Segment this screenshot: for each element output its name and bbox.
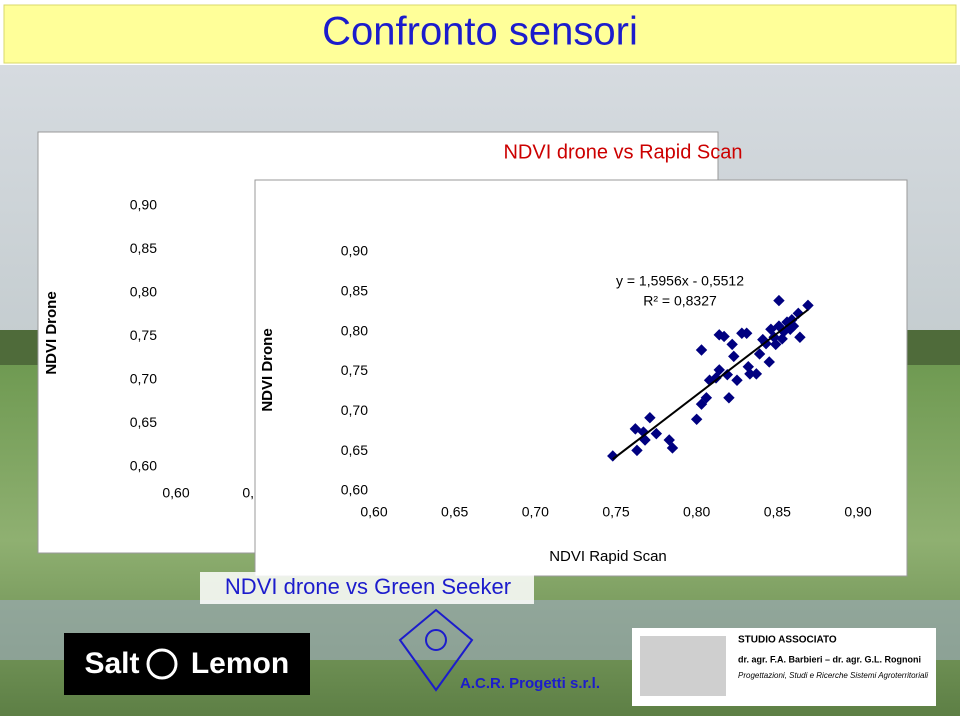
y-tick-label: 0,70 bbox=[341, 402, 368, 418]
slide-title: Confronto sensori bbox=[322, 10, 638, 54]
chart-title: NDVI drone vs Rapid Scan bbox=[503, 141, 742, 163]
data-point bbox=[763, 356, 775, 368]
brand-text: Salt bbox=[84, 647, 139, 680]
acr-shape bbox=[398, 608, 474, 692]
data-point bbox=[773, 294, 785, 307]
annotation: R² = 0,8327 bbox=[643, 293, 717, 309]
studio-image bbox=[640, 636, 726, 696]
y-tick-label: 0,75 bbox=[341, 362, 368, 378]
slide-caption: NDVI drone vs Green Seeker bbox=[225, 574, 511, 599]
data-point bbox=[765, 323, 777, 335]
data-point bbox=[650, 427, 663, 440]
x-tick-label: 0,70 bbox=[522, 504, 549, 520]
data-point bbox=[644, 411, 656, 424]
data-point bbox=[631, 444, 643, 457]
studio-tagline: Progettazioni, Studi e Ricerche Sistemi … bbox=[738, 671, 928, 680]
x-axis-label: NDVI Rapid Scan bbox=[549, 548, 667, 565]
data-point bbox=[713, 364, 725, 376]
y-tick-label: 0,80 bbox=[341, 322, 368, 338]
data-point bbox=[700, 392, 713, 404]
y-tick-label: 0,85 bbox=[130, 240, 157, 256]
y-tick-label: 0,70 bbox=[130, 371, 157, 387]
x-tick-label: 0,60 bbox=[360, 504, 387, 520]
y-tick-label: 0,80 bbox=[130, 284, 157, 300]
x-tick-label: 0,80 bbox=[683, 504, 710, 520]
data-point bbox=[695, 398, 708, 410]
data-point bbox=[770, 338, 782, 351]
caption-backdrop bbox=[200, 572, 534, 604]
data-point bbox=[726, 338, 738, 351]
y-tick-label: 0,90 bbox=[341, 243, 368, 259]
y-axis-label: NDVI Drone bbox=[259, 328, 276, 411]
brand-logo bbox=[64, 633, 310, 695]
data-point bbox=[728, 350, 740, 363]
annotation: y = 1,5956x - 0,5512 bbox=[616, 273, 744, 289]
y-tick-label: 0,60 bbox=[341, 482, 368, 498]
x-tick-label: 0,60 bbox=[162, 485, 189, 501]
y-axis-label: NDVI Drone bbox=[43, 291, 60, 374]
acr-logo bbox=[398, 608, 474, 692]
studio-members: dr. agr. F.A. Barbieri – dr. agr. G.L. R… bbox=[738, 654, 921, 664]
data-point bbox=[750, 368, 763, 380]
front-chart: 0,60 0,65 0,70 0,75 0,80 0,85 0,90 0,60 0,65 0,70… bbox=[259, 243, 872, 565]
x-tick-label: 0,85 bbox=[764, 504, 791, 520]
data-point bbox=[731, 374, 743, 386]
data-point bbox=[794, 331, 806, 343]
x-tick-label: 0,90 bbox=[844, 504, 871, 520]
y-tick-label: 0,75 bbox=[130, 327, 157, 343]
y-tick-label: 0,65 bbox=[130, 414, 157, 430]
data-point bbox=[663, 434, 675, 446]
title-bar bbox=[3, 4, 957, 64]
y-tick-label: 0,65 bbox=[341, 442, 368, 458]
y-tick-label: 0,90 bbox=[130, 197, 157, 213]
brand-text: Lemon bbox=[191, 647, 289, 680]
y-tick-label: 0,60 bbox=[130, 458, 157, 474]
trendline bbox=[612, 308, 809, 461]
data-point bbox=[629, 423, 642, 435]
x-tick-label: 0,75 bbox=[602, 504, 629, 520]
data-point bbox=[690, 413, 703, 426]
brand-icon bbox=[146, 648, 178, 680]
front-chart-frame bbox=[254, 179, 908, 577]
studio-name: STUDIO ASSOCIATO bbox=[738, 635, 837, 646]
data-point bbox=[740, 327, 753, 339]
data-point bbox=[718, 330, 730, 343]
x-tick-label: 0,65 bbox=[441, 504, 468, 520]
data-point bbox=[666, 442, 679, 454]
data-point bbox=[710, 372, 722, 384]
data-point bbox=[753, 348, 766, 360]
data-point bbox=[695, 344, 708, 356]
data-point bbox=[723, 392, 735, 404]
acr-circle bbox=[425, 629, 447, 651]
acr-text: A.C.R. Progetti s.r.l. bbox=[460, 675, 600, 692]
y-tick-label: 0,85 bbox=[341, 283, 368, 299]
